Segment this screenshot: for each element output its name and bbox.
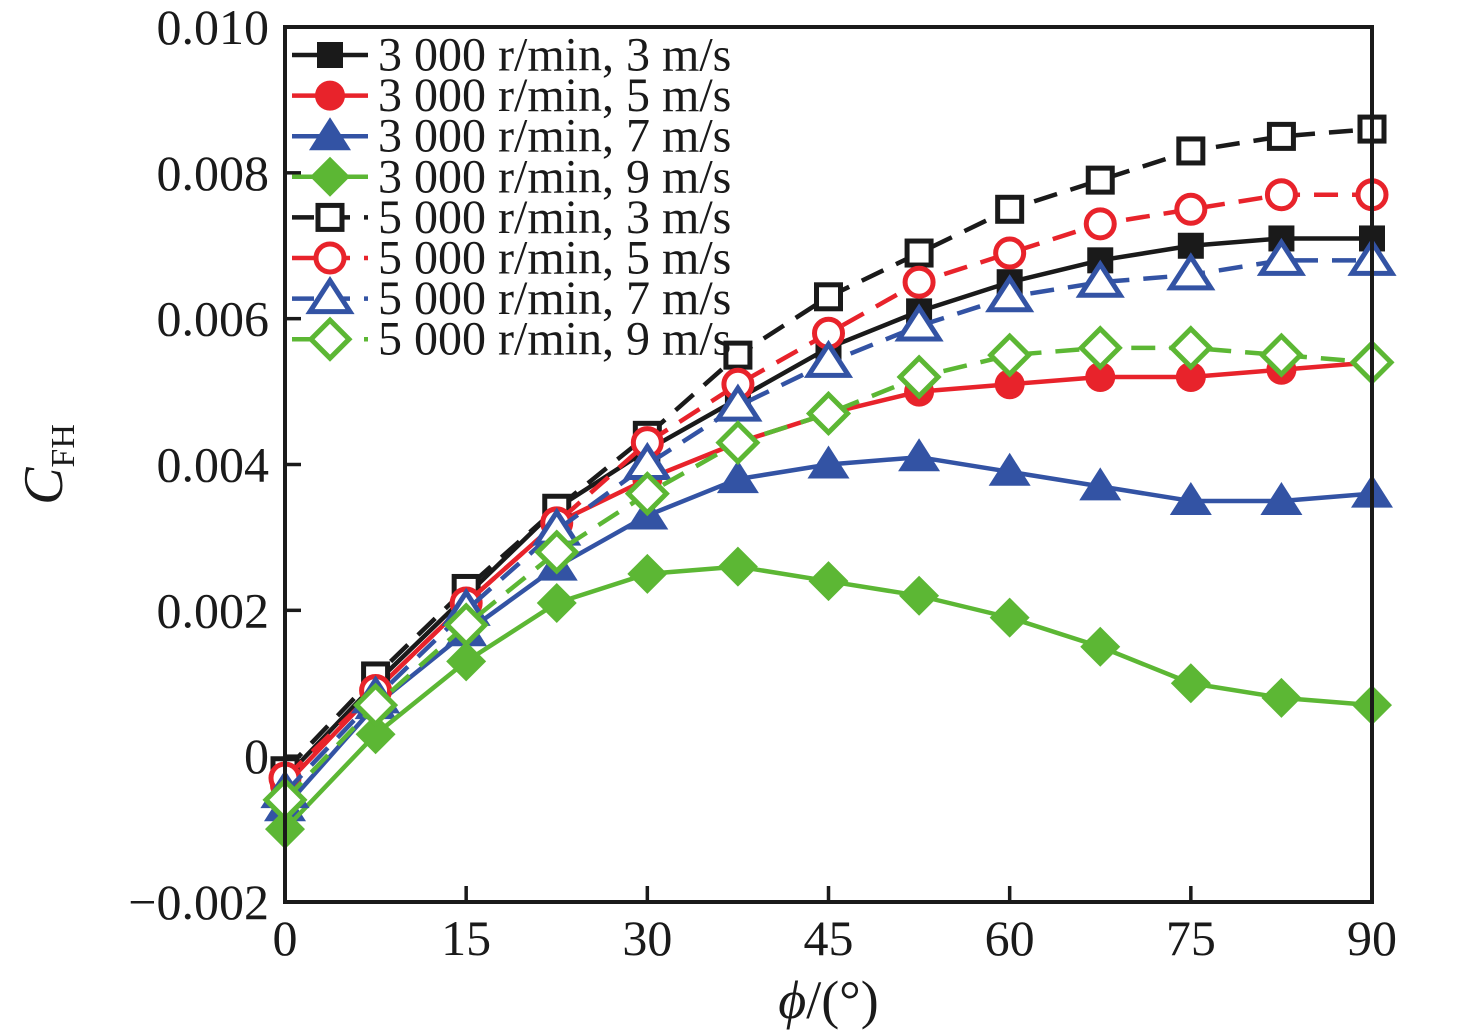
series-4-marker xyxy=(446,641,487,682)
x-axis-tick-label: 45 xyxy=(804,910,854,966)
y-axis-tick-label: 0.008 xyxy=(157,145,270,201)
legend-label: 5 000 r/min, 5 m/s xyxy=(378,232,731,285)
legend-label: 3 000 r/min, 3 m/s xyxy=(378,29,731,82)
series-4-marker xyxy=(1170,663,1211,704)
legend-item: 5 000 r/min, 7 m/s xyxy=(292,272,731,325)
legend-marker xyxy=(309,117,351,151)
legend-item: 5 000 r/min, 5 m/s xyxy=(292,232,731,285)
series-8 xyxy=(262,325,1395,823)
series-8-marker xyxy=(1168,325,1214,371)
legend-label: 3 000 r/min, 9 m/s xyxy=(378,150,731,203)
y-axis-tick-label: 0.006 xyxy=(157,291,270,347)
series-2-marker xyxy=(1175,362,1206,392)
series-8-marker xyxy=(805,390,852,436)
series-3-marker xyxy=(898,438,941,472)
y-axis-title: CFH xyxy=(13,424,82,505)
series-4-marker xyxy=(355,714,396,755)
y-axis-tick-label: 0.002 xyxy=(157,582,270,638)
x-axis-tick-label: 60 xyxy=(985,910,1035,966)
series-6-marker xyxy=(1264,178,1298,212)
series-7-marker xyxy=(803,339,854,378)
series-8-marker xyxy=(353,682,399,728)
x-axis-tick-label: 30 xyxy=(622,910,672,966)
series-5-marker xyxy=(904,238,934,268)
legend-marker xyxy=(315,80,345,111)
series-3-marker xyxy=(716,460,759,494)
series-8-marker xyxy=(1077,325,1123,371)
series-7-marker xyxy=(1075,259,1125,298)
series-7-marker xyxy=(894,303,944,342)
series-4-marker xyxy=(1261,677,1302,718)
y-axis-tick-label: 0 xyxy=(244,728,269,784)
legend-marker xyxy=(313,241,347,275)
y-axis-tick-label: −0.002 xyxy=(128,874,269,930)
series-3-marker xyxy=(1260,481,1303,515)
legend-item: 3 000 r/min, 7 m/s xyxy=(292,110,731,163)
series-4-marker xyxy=(808,561,849,602)
series-5-marker xyxy=(995,194,1025,224)
series-4-marker xyxy=(717,546,758,587)
x-axis-tick-label: 75 xyxy=(1166,910,1216,966)
series-6-marker xyxy=(902,265,936,299)
series-7-marker xyxy=(985,274,1035,313)
x-axis-tick-label: 0 xyxy=(273,910,298,966)
y-axis-tick-label: 0.004 xyxy=(157,437,270,493)
legend-label: 5 000 r/min, 9 m/s xyxy=(378,313,731,366)
legend-marker xyxy=(317,42,343,68)
series-8-marker xyxy=(534,529,580,575)
legend-item: 3 000 r/min, 5 m/s xyxy=(292,69,731,122)
x-axis-title: ϕ/(°) xyxy=(778,970,879,1030)
series-4-marker xyxy=(627,553,668,594)
series-5-marker xyxy=(814,282,843,312)
series-7-marker xyxy=(1256,237,1307,276)
series-5-marker xyxy=(1085,165,1115,195)
y-axis-tick-label: 0.010 xyxy=(157,0,270,55)
series-4-marker xyxy=(989,597,1030,638)
series-6-marker xyxy=(1083,207,1117,241)
series-4-marker xyxy=(899,575,940,616)
x-axis-tick-label: 15 xyxy=(441,910,491,966)
series-2-marker xyxy=(994,369,1025,400)
series-3-marker xyxy=(807,445,850,479)
series-2-marker xyxy=(1085,362,1116,392)
series-8-marker xyxy=(443,602,489,648)
x-axis-tick-label: 90 xyxy=(1347,910,1397,966)
legend-item: 5 000 r/min, 3 m/s xyxy=(292,191,731,244)
legend-marker xyxy=(310,156,350,197)
series-5-marker xyxy=(1176,136,1206,166)
series-6-marker xyxy=(1174,192,1208,226)
legend-item: 3 000 r/min, 9 m/s xyxy=(292,150,731,203)
legend-label: 5 000 r/min, 3 m/s xyxy=(378,191,731,244)
series-8-marker xyxy=(1258,332,1304,378)
legend-item: 3 000 r/min, 3 m/s xyxy=(292,29,731,82)
series-6-marker xyxy=(993,236,1027,270)
series-8-marker xyxy=(896,354,942,400)
series-3-marker xyxy=(1169,481,1212,515)
legend-marker xyxy=(307,316,353,362)
series-8-marker xyxy=(624,471,670,517)
plot-frame xyxy=(283,25,1374,904)
series-5-marker xyxy=(1266,121,1296,151)
legend-label: 3 000 r/min, 7 m/s xyxy=(378,110,731,163)
series-8-marker xyxy=(987,332,1033,378)
series-4-marker xyxy=(536,583,577,624)
legend-marker xyxy=(315,202,345,232)
series-5-marker xyxy=(723,340,753,370)
legend-label: 5 000 r/min, 7 m/s xyxy=(378,272,731,325)
series-7-marker xyxy=(1166,252,1216,291)
series-3-marker xyxy=(1079,467,1122,501)
legend-marker xyxy=(305,275,355,315)
legend-item: 5 000 r/min, 9 m/s xyxy=(292,313,731,366)
series-3-marker xyxy=(988,452,1031,486)
legend: 3 000 r/min, 3 m/s3 000 r/min, 5 m/s3 00… xyxy=(292,29,731,366)
series-4-marker xyxy=(1080,626,1121,667)
legend-label: 3 000 r/min, 5 m/s xyxy=(378,69,731,122)
series-8-marker xyxy=(715,420,761,466)
series-4 xyxy=(265,546,1392,850)
series-7-marker xyxy=(713,383,763,422)
